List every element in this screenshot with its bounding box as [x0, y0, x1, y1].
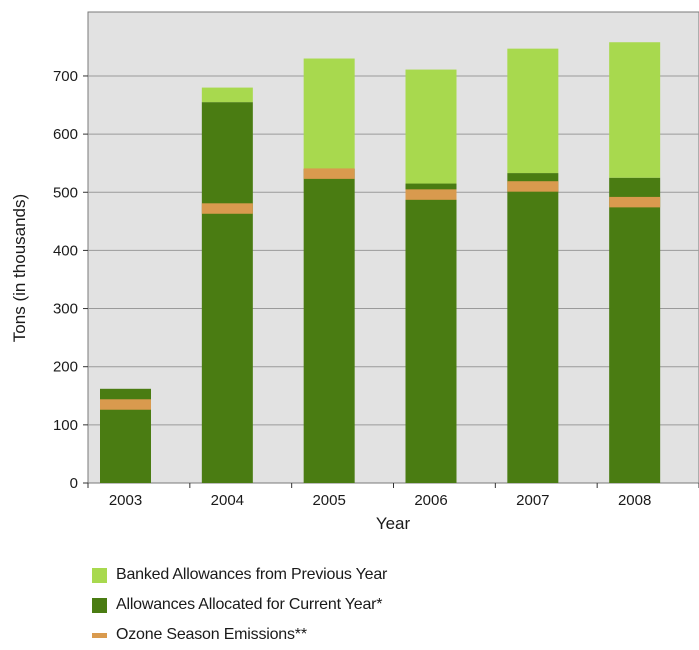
emissions-marker	[303, 168, 355, 179]
y-tick-label: 700	[53, 68, 78, 85]
legend-label-banked: Banked Allowances from Previous Year	[116, 566, 388, 583]
y-tick-label: 0	[70, 475, 78, 492]
legend-item-emissions: Ozone Season Emissions**	[92, 620, 387, 650]
legend-label-emissions: Ozone Season Emissions**	[116, 626, 307, 643]
emissions-marker	[609, 196, 661, 208]
bar-banked	[303, 58, 355, 169]
y-tick-label: 100	[53, 417, 78, 434]
legend-swatch-emissions	[92, 632, 107, 638]
x-axis-ticks: 2003 2004 2005 2006 2007 2008	[87, 483, 699, 509]
legend-swatch-banked	[92, 567, 107, 583]
emissions-marker	[100, 399, 151, 410]
plot-area	[87, 11, 699, 484]
emissions-marker	[201, 203, 253, 214]
y-tick-label: 200	[53, 359, 78, 376]
bar-banked	[405, 69, 457, 184]
bar-allocated	[609, 177, 661, 483]
x-tick-label: 2007	[516, 492, 549, 509]
y-axis-ticks: 0 100 200 300 400 500 600 700	[53, 68, 88, 492]
emissions-marker	[405, 189, 457, 200]
bar-allocated	[405, 183, 457, 483]
bar-banked	[507, 48, 559, 174]
x-tick-label: 2004	[211, 492, 244, 509]
x-axis-title: Year	[376, 514, 411, 533]
gridlines	[88, 75, 699, 426]
bar-allocated	[507, 173, 559, 483]
legend-label-allocated: Allowances Allocated for Current Year*	[116, 596, 383, 613]
bar-allocated	[201, 102, 253, 483]
y-tick-label: 600	[53, 126, 78, 143]
bar-banked	[609, 42, 661, 178]
bar-allocated	[303, 169, 355, 483]
bars-group	[100, 42, 661, 483]
x-tick-label: 2003	[109, 492, 142, 509]
legend-swatch-allocated	[92, 597, 107, 613]
x-tick-label: 2006	[414, 492, 447, 509]
x-tick-label: 2005	[312, 492, 345, 509]
x-tick-label: 2008	[618, 492, 651, 509]
legend-item-allocated: Allowances Allocated for Current Year*	[92, 590, 387, 620]
y-tick-label: 500	[53, 184, 78, 201]
emissions-marker	[507, 181, 559, 192]
y-tick-label: 300	[53, 301, 78, 318]
bar-banked	[201, 87, 253, 103]
legend-item-banked: Banked Allowances from Previous Year	[92, 560, 387, 590]
chart-legend: Banked Allowances from Previous Year All…	[92, 560, 387, 650]
y-tick-label: 400	[53, 242, 78, 259]
y-axis-title: Tons (in thousands)	[10, 194, 29, 342]
